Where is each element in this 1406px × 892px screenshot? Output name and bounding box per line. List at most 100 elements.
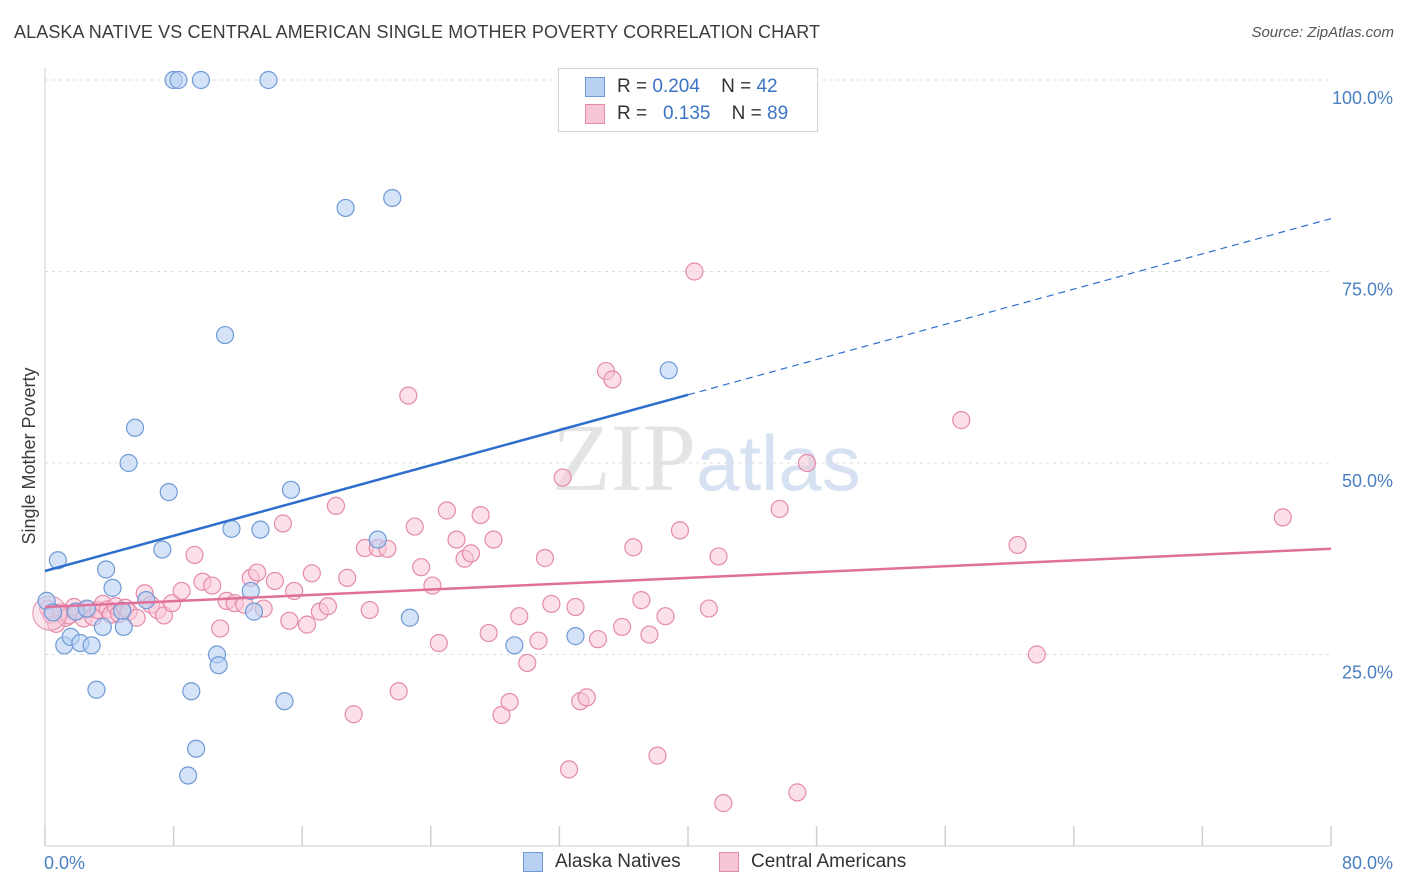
- legend-row-alaska-natives: R = 0.204 N = 42: [585, 75, 778, 99]
- alaska-natives-point: [336, 198, 355, 218]
- central-americans-point: [510, 607, 529, 626]
- central-americans-point: [471, 505, 490, 525]
- legend-n-value: 89: [767, 103, 789, 124]
- central-americans-point: [709, 547, 728, 566]
- central-americans-point: [273, 514, 293, 533]
- alaska-natives-point: [178, 766, 198, 785]
- legend-n-label: N =: [721, 76, 752, 97]
- central-americans-point: [185, 545, 204, 565]
- central-americans-point: [318, 597, 338, 616]
- central-americans-point: [461, 544, 481, 563]
- alaska-natives-point: [400, 608, 420, 627]
- central-americans-point: [770, 499, 789, 519]
- legend-row-central-americans: R = 0.135 N = 89: [585, 102, 788, 126]
- grid-layer: [45, 79, 1331, 655]
- central-americans-point: [648, 746, 667, 765]
- alaska-natives-point: [505, 636, 524, 655]
- alaska-natives-point: [241, 581, 260, 601]
- chart-source: Source: ZipAtlas.com: [1251, 24, 1394, 41]
- central-americans-point: [437, 501, 456, 520]
- bottom-legend-alaska-natives: Alaska Natives: [523, 851, 681, 873]
- y-tick-label: 50.0%: [1342, 471, 1393, 491]
- central-americans-point: [535, 548, 555, 568]
- alaska-natives-trend-line: [44, 393, 689, 573]
- central-americans-point: [566, 597, 585, 617]
- legend-swatch-blue: [585, 77, 605, 97]
- axis-layer: [44, 68, 1332, 847]
- central-americans-points: [32, 262, 1292, 813]
- central-americans-point: [588, 630, 608, 649]
- central-americans-point: [265, 571, 284, 591]
- central-americans-point: [389, 682, 408, 701]
- central-americans-point: [405, 517, 424, 536]
- central-americans-point: [399, 386, 418, 405]
- central-americans-trend-line: [44, 547, 1332, 609]
- alaska-natives-point: [153, 540, 172, 559]
- legend-n-value: 42: [756, 76, 778, 97]
- central-americans-point: [1027, 645, 1046, 664]
- central-americans-point: [670, 521, 690, 540]
- central-americans-point: [326, 496, 346, 515]
- alaska-natives-point: [114, 617, 133, 637]
- alaska-natives-point: [137, 591, 156, 610]
- central-americans-point: [612, 617, 632, 637]
- alaska-natives-point: [368, 530, 387, 549]
- legend-r-value: 0.135: [662, 103, 711, 124]
- bottom-legend-swatch-pink: [719, 852, 739, 872]
- alaska-natives-point: [87, 680, 106, 699]
- central-americans-point: [429, 633, 448, 653]
- alaska-natives-point: [169, 70, 188, 90]
- alaska-natives-points: [37, 70, 678, 785]
- central-americans-point: [788, 783, 807, 802]
- central-americans-point: [685, 262, 704, 281]
- central-americans-point: [162, 594, 182, 613]
- y-tick-label: 75.0%: [1342, 280, 1393, 300]
- central-americans-point: [1008, 535, 1027, 555]
- alaska-natives-point: [215, 325, 235, 345]
- legend-n-label: N =: [731, 103, 762, 124]
- alaska-natives-point: [383, 188, 402, 208]
- alaska-natives-point: [159, 483, 178, 502]
- alaska-natives-point: [281, 480, 301, 499]
- central-americans-point: [952, 411, 971, 430]
- central-americans-point: [699, 599, 718, 618]
- bottom-legend-label: Central Americans: [751, 851, 907, 872]
- central-americans-point: [302, 564, 321, 583]
- legend-r-value: 0.204: [652, 76, 700, 97]
- x-tick-label: 80.0%: [1342, 853, 1393, 873]
- alaska-natives-point: [191, 70, 211, 90]
- central-americans-point: [127, 608, 146, 627]
- central-americans-point: [500, 692, 519, 712]
- alaska-natives-point: [82, 636, 101, 655]
- alaska-natives-point: [275, 692, 294, 711]
- y-tick-label: 100.0%: [1332, 88, 1393, 108]
- alaska-natives-point: [209, 656, 228, 675]
- x-tick-label: 0.0%: [44, 853, 85, 873]
- central-americans-point: [338, 568, 357, 588]
- central-americans-point: [577, 688, 596, 707]
- alaska-natives-point: [103, 578, 122, 597]
- alaska-natives-point: [48, 551, 67, 570]
- y-tick-label: 25.0%: [1342, 663, 1393, 683]
- legend-r-label: R =: [617, 76, 648, 97]
- alaska-natives-point: [77, 599, 96, 618]
- bottom-legend-swatch-blue: [523, 852, 543, 872]
- alaska-natives-point: [259, 70, 278, 90]
- central-americans-point: [297, 615, 317, 634]
- chart-title: ALASKA NATIVE VS CENTRAL AMERICAN SINGLE…: [14, 22, 821, 42]
- central-americans-point: [518, 653, 537, 673]
- central-americans-point: [656, 607, 675, 626]
- central-americans-point: [360, 600, 379, 620]
- central-americans-point: [603, 370, 622, 389]
- central-americans-point: [423, 576, 442, 595]
- central-americans-point: [344, 705, 363, 724]
- central-americans-point: [280, 611, 299, 630]
- y-axis-label: Single Mother Poverty: [19, 367, 39, 544]
- bottom-legend-label: Alaska Natives: [555, 851, 681, 872]
- central-americans-point: [211, 619, 230, 638]
- central-americans-point: [447, 530, 466, 549]
- alaska-natives-point: [244, 602, 264, 621]
- central-americans-point: [624, 538, 643, 557]
- legend-r-label: R =: [617, 103, 648, 124]
